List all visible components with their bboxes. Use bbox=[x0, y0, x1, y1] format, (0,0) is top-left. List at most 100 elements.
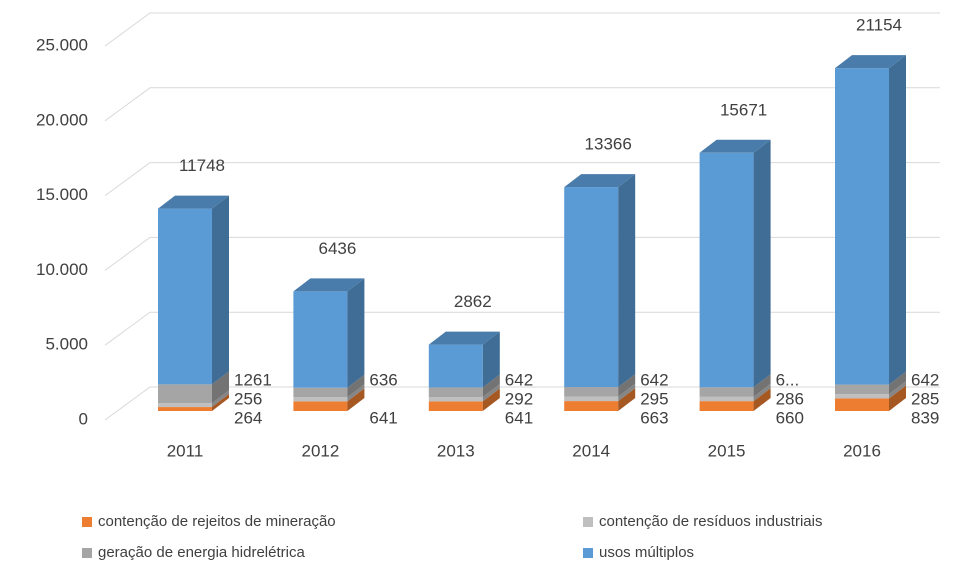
data-label: 642 bbox=[505, 370, 533, 389]
data-label: 641 bbox=[369, 408, 397, 427]
legend-label: usos múltiplos bbox=[599, 544, 694, 561]
legend-swatch bbox=[583, 517, 593, 527]
legend-label: contenção de resíduos industriais bbox=[599, 513, 822, 530]
bar-segment-top bbox=[293, 278, 365, 292]
bar-segment-side bbox=[347, 278, 365, 388]
data-label: 6436 bbox=[318, 239, 356, 258]
bar-segment bbox=[699, 401, 754, 411]
bar-segment-side bbox=[753, 139, 771, 388]
bar-segment bbox=[564, 187, 619, 388]
legend-label: contenção de rejeitos de mineração bbox=[98, 513, 336, 530]
bar-segment bbox=[293, 401, 348, 411]
y-tick-label: 10.000 bbox=[36, 260, 88, 279]
data-label: 285 bbox=[911, 389, 939, 408]
bar-segment-top bbox=[158, 195, 229, 209]
x-tick-label: 2013 bbox=[437, 441, 475, 460]
y-tick-label: 0 bbox=[79, 409, 88, 428]
bar-segment-side bbox=[212, 394, 229, 411]
grid-line bbox=[104, 87, 940, 122]
grid-line bbox=[104, 236, 940, 271]
bar-segment bbox=[158, 407, 212, 411]
data-label: 839 bbox=[911, 408, 939, 427]
bar-segment-side bbox=[889, 381, 906, 399]
bar-segment-side bbox=[347, 384, 365, 402]
data-label: 21154 bbox=[856, 16, 902, 35]
bar-segment-side bbox=[482, 384, 500, 402]
bar-segment bbox=[293, 397, 348, 402]
data-label: 6... bbox=[776, 370, 800, 389]
bar-segment bbox=[428, 401, 483, 411]
legend-swatch bbox=[583, 548, 593, 558]
bar-segment-side bbox=[212, 390, 229, 408]
bar-segment bbox=[158, 384, 212, 404]
bar-segment bbox=[835, 384, 889, 395]
data-label: 2862 bbox=[454, 292, 492, 311]
bar-segment-top bbox=[699, 139, 771, 153]
bar-segment-top bbox=[428, 331, 500, 345]
bar-segment-side bbox=[753, 374, 771, 397]
data-label: 660 bbox=[776, 408, 804, 427]
bar-segment bbox=[835, 398, 889, 411]
data-label: 636 bbox=[369, 370, 397, 389]
bar-segment-side bbox=[618, 383, 636, 402]
data-label: 663 bbox=[640, 408, 668, 427]
data-label: 642 bbox=[911, 370, 939, 389]
data-label: 642 bbox=[640, 370, 668, 389]
bar-segment-side bbox=[482, 374, 500, 398]
data-label: 1261 bbox=[234, 370, 272, 389]
bar-segment bbox=[564, 401, 619, 411]
data-label: 295 bbox=[640, 389, 668, 408]
bar-segment bbox=[699, 152, 754, 388]
legend-label: geração de energia hidrelétrica bbox=[98, 544, 305, 561]
x-tick-label: 2015 bbox=[708, 441, 746, 460]
data-label: 256 bbox=[234, 389, 262, 408]
bar-segment-side bbox=[347, 388, 365, 411]
x-tick-label: 2012 bbox=[301, 441, 339, 460]
y-tick-label: 20.000 bbox=[36, 110, 88, 129]
bar-segment-side bbox=[212, 195, 229, 385]
x-tick-label: 2014 bbox=[572, 441, 610, 460]
bar-segment bbox=[158, 208, 212, 385]
bar-segment bbox=[428, 387, 483, 398]
bar-segment-side bbox=[347, 374, 365, 398]
x-tick-label: 2011 bbox=[167, 441, 204, 460]
data-label: 13366 bbox=[585, 135, 632, 154]
bar-segment-side bbox=[889, 371, 906, 395]
bar-segment-top bbox=[564, 174, 636, 188]
grid-line bbox=[104, 386, 940, 421]
bar-segment-side bbox=[618, 174, 636, 388]
bar-segment-side bbox=[753, 388, 771, 411]
legend-swatch bbox=[82, 517, 92, 527]
y-tick-label: 15.000 bbox=[36, 185, 88, 204]
grid-line bbox=[104, 12, 940, 47]
data-label: 11748 bbox=[179, 156, 225, 175]
bar-segment bbox=[699, 387, 754, 397]
bar-segment bbox=[699, 396, 754, 402]
bar-segment-top bbox=[835, 55, 906, 69]
bar-segment-side bbox=[482, 331, 500, 388]
legend-swatch bbox=[82, 548, 92, 558]
bar-segment bbox=[293, 387, 348, 398]
data-label: 641 bbox=[505, 408, 533, 427]
data-label: 15671 bbox=[720, 100, 767, 119]
bar-segment-side bbox=[889, 385, 906, 411]
bar-segment-side bbox=[618, 388, 636, 411]
y-tick-label: 5.000 bbox=[45, 335, 88, 354]
bar-segment bbox=[835, 68, 889, 385]
bar-segment-side bbox=[889, 55, 906, 385]
grid-line bbox=[104, 162, 940, 197]
bar-segment-side bbox=[753, 383, 771, 402]
data-label: 264 bbox=[234, 408, 262, 427]
x-tick-label: 2016 bbox=[843, 441, 881, 460]
bar-segment bbox=[835, 394, 889, 399]
data-label: 286 bbox=[776, 389, 804, 408]
bar-segment bbox=[564, 396, 619, 402]
bar-segment-side bbox=[482, 388, 500, 411]
bar-segment bbox=[158, 403, 212, 408]
bar-segment bbox=[428, 344, 483, 388]
bar-segment-side bbox=[618, 374, 636, 397]
grid-line bbox=[104, 311, 940, 346]
y-tick-label: 25.000 bbox=[36, 35, 88, 54]
bar-segment bbox=[428, 397, 483, 402]
